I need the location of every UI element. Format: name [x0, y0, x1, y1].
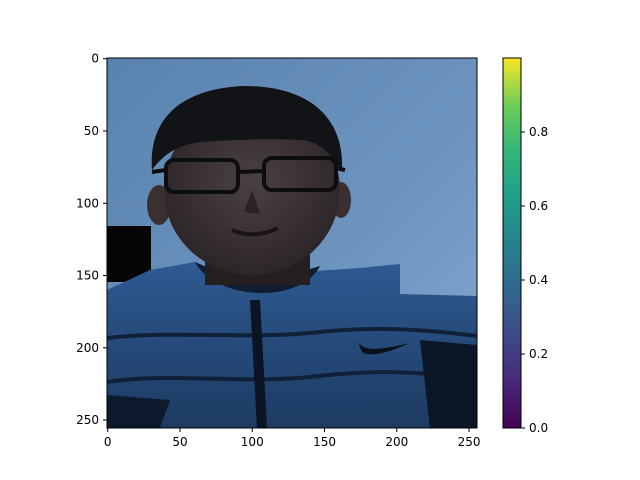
colorbar-tick-label: 0.0 [529, 421, 548, 435]
x-tick-label: 250 [458, 435, 481, 449]
mouth [231, 226, 279, 237]
glasses [151, 156, 346, 194]
y-axis: 0 50 100 150 200 250 [76, 52, 107, 427]
logo-swoosh [358, 342, 410, 355]
portrait-image [107, 58, 477, 428]
nose [244, 190, 260, 214]
y-tick-label: 50 [84, 124, 99, 138]
x-tick-label: 100 [241, 435, 264, 449]
colorbar [502, 57, 522, 429]
x-tick-label: 150 [313, 435, 336, 449]
y-tick-label: 0 [91, 52, 99, 66]
jacket-shadow-left [107, 395, 170, 428]
zipper [250, 299, 267, 428]
y-tick-label: 100 [76, 196, 99, 210]
y-tick-label: 250 [76, 413, 99, 427]
colorbar-axis: 0.0 0.2 0.4 0.6 0.8 [521, 125, 548, 435]
y-tick-label: 150 [76, 269, 99, 283]
x-tick-label: 50 [172, 435, 187, 449]
x-axis: 0 50 100 150 200 250 [104, 428, 481, 449]
x-tick-label: 200 [385, 435, 408, 449]
jacket-quilt-line [107, 327, 477, 340]
axes-frame [106, 57, 478, 429]
y-tick-label: 200 [76, 341, 99, 355]
colorbar-tick-label: 0.6 [529, 199, 548, 213]
colorbar-tick-label: 0.4 [529, 273, 548, 287]
hair [151, 86, 343, 172]
jacket [107, 262, 477, 428]
colorbar-tick-label: 0.8 [529, 125, 548, 139]
black-patch [107, 226, 151, 282]
colorbar-tick-label: 0.2 [529, 347, 548, 361]
x-tick-label: 0 [104, 435, 112, 449]
jacket-shadow-right [420, 340, 477, 428]
